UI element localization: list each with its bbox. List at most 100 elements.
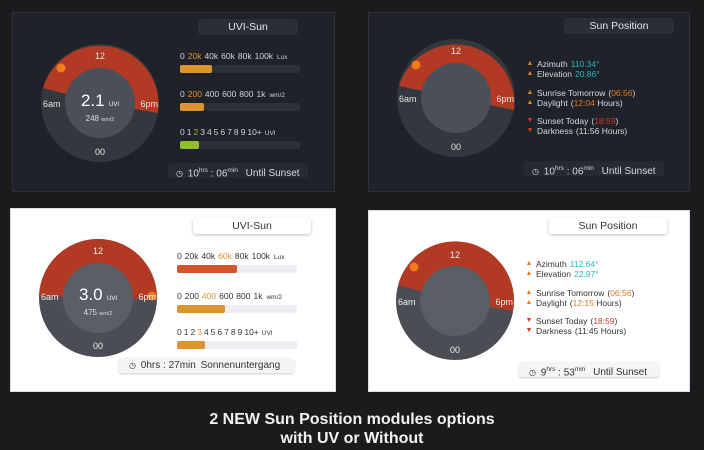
sunrise-icon: ▲ [526, 60, 534, 67]
sun-info-list: ▲ Azimuth 112.64° ▲ Elevation 22.97° ▲ Sunris… [525, 259, 635, 337]
promo-caption: 2 NEW Sun Position modules options with … [0, 410, 704, 448]
caption-line-1: 2 NEW Sun Position modules options [209, 411, 495, 428]
scale-tick: 7 [224, 327, 229, 337]
scale-tick: 4 [206, 127, 212, 137]
sunset-value: 18:59 [593, 316, 615, 327]
footer-hrs-label: hrs [146, 360, 161, 371]
lux-scale: 0 20k 40k 60k 80k 100k Lux [177, 251, 297, 261]
elevation-value: 20.86° [574, 69, 600, 80]
scale-tick: 1 [186, 127, 192, 137]
gauge-inner-disc [65, 68, 135, 138]
uv-track [180, 141, 300, 149]
irradiance-number: 248 [85, 114, 99, 123]
scale-tick: 600 [222, 89, 237, 99]
uv-scale: 0 1 2 3 4 5 6 7 8 9 10+ UVI [177, 327, 297, 337]
azimuth-row: ▲ Azimuth 110.34° [526, 59, 635, 69]
irradiance-meter: 0 200 400 600 800 1k wm/2 [177, 291, 297, 313]
panel-title: Sun Position [564, 18, 674, 34]
scale-tick: 800 [236, 291, 251, 301]
scale-tick: 2 [190, 327, 196, 337]
footer-min-label: min [179, 360, 196, 371]
scale-unit: Lux [274, 254, 285, 261]
scale-tick-active: 60k [218, 251, 232, 261]
gauge-label-12: 12 [94, 51, 105, 61]
scale-tick: 40k [201, 251, 216, 261]
gauge-label-12: 12 [449, 250, 460, 260]
footer-hours: 9 [540, 367, 547, 379]
scale-tick: 60k [221, 51, 235, 61]
gauge-inner-disc [63, 263, 133, 333]
scale-tick: 8 [230, 327, 236, 337]
sunset-icon: ▼ [525, 317, 533, 325]
scale-tick: 1k [253, 291, 263, 301]
scale-tick: 40k [204, 51, 219, 61]
lux-scale: 0 20k 40k 60k 80k 100k Lux [180, 51, 300, 61]
time-until-sunset: ◷ 10hrs : 06min Until Sunset [524, 161, 664, 178]
gauge-label-00: 00 [94, 147, 105, 157]
scale-tick: 6 [217, 327, 223, 337]
scale-tick: 0 [177, 291, 182, 301]
sunrise-icon: ▲ [525, 270, 533, 278]
footer-hours: 0 [140, 360, 147, 371]
sunset-value: 18:59 [594, 116, 616, 127]
scale-tick: 9 [237, 327, 243, 337]
darkness-label: Darkness [536, 326, 572, 337]
footer-text: Until Sunset [601, 166, 656, 178]
sunset-time: (18:59) [590, 316, 618, 327]
scale-tick: 0 [177, 327, 182, 337]
scale-tick: 0 [180, 51, 185, 61]
scale-tick: 1 [183, 327, 189, 337]
scale-tick: 100k [251, 251, 271, 261]
footer-separator: : [555, 367, 564, 379]
scale-tick: 3 [200, 127, 205, 137]
sun-gauge-svg [41, 44, 159, 162]
gauge-label-6am: 6am [43, 99, 61, 109]
sunrise-label: Sunrise Tomorrow [537, 87, 606, 98]
sun-gauge: 12 6am 6pm 00 2.1 UVI 248 wm/2 [40, 43, 160, 163]
sunrise-label: Sunrise Tomorrow [536, 287, 605, 298]
footer-hrs-label: hrs [546, 366, 556, 373]
footer-min-label: min [227, 167, 238, 174]
gauge-label-12: 12 [450, 46, 461, 56]
scale-tick: 10+ [247, 127, 262, 137]
sun-marker-icon [409, 262, 419, 272]
time-until-sunset: ◷ 0hrs : 27min Sonnenuntergang [119, 358, 295, 373]
uvi-unit: UVI [107, 296, 118, 302]
footer-min-label: min [583, 165, 594, 172]
azimuth-row: ▲ Azimuth 112.64° [525, 259, 634, 269]
scale-unit: UVI [264, 130, 276, 137]
daylight-label: Daylight [536, 297, 567, 308]
elevation-row: ▲ Elevation 20.86° [526, 69, 635, 79]
irradiance-value: 248 wm/2 [40, 114, 160, 123]
sunrise-time: (06:56) [607, 287, 635, 298]
irradiance-fill [177, 305, 225, 313]
daylight-row: ▲ Daylight (12:04 Hours) [526, 98, 635, 108]
scale-tick: 0 [180, 89, 185, 99]
daylight-row: ▲ Daylight (12:15 Hours) [525, 298, 634, 308]
uv-fill [177, 341, 205, 349]
uvi-unit: UVI [109, 102, 120, 108]
gauge-label-6am: 6am [41, 292, 59, 302]
sunrise-time: (06:56) [608, 87, 636, 98]
sunrise-icon: ▲ [525, 298, 533, 306]
sunset-icon: ▼ [526, 127, 534, 135]
gauge-label-00: 00 [449, 345, 460, 355]
sun-gauge: 12 6am 6pm 00 3.0 UVI 475 wm/2 [38, 238, 158, 358]
lux-meter: 0 20k 40k 60k 80k 100k Lux [180, 51, 300, 73]
footer-minutes: 53 [563, 367, 575, 379]
daylight-value: 12:04 [573, 97, 595, 108]
panel-title: UVI-Sun [193, 218, 311, 234]
time-until-sunset: ◷ 10hrs : 06min Until Sunset [168, 163, 308, 179]
scale-tick: 9 [240, 127, 246, 137]
elevation-label: Elevation [537, 69, 572, 80]
uv-index-meter: 0 1 2 3 4 5 6 7 8 9 10+ UVI [180, 127, 300, 149]
irradiance-meter: 0 200 400 600 800 1k wm/2 [180, 89, 300, 111]
daylight-unit: Hours [596, 297, 619, 308]
clock-icon: ◷ [532, 167, 539, 177]
scale-tick: 100k [254, 51, 274, 61]
sunrise-icon: ▲ [526, 70, 534, 78]
sun-gauge-svg [396, 241, 514, 360]
daylight-label: Daylight [537, 97, 568, 108]
sunset-row: ▼ Sunset Today (18:59) [526, 116, 635, 126]
elevation-label: Elevation [536, 269, 571, 280]
